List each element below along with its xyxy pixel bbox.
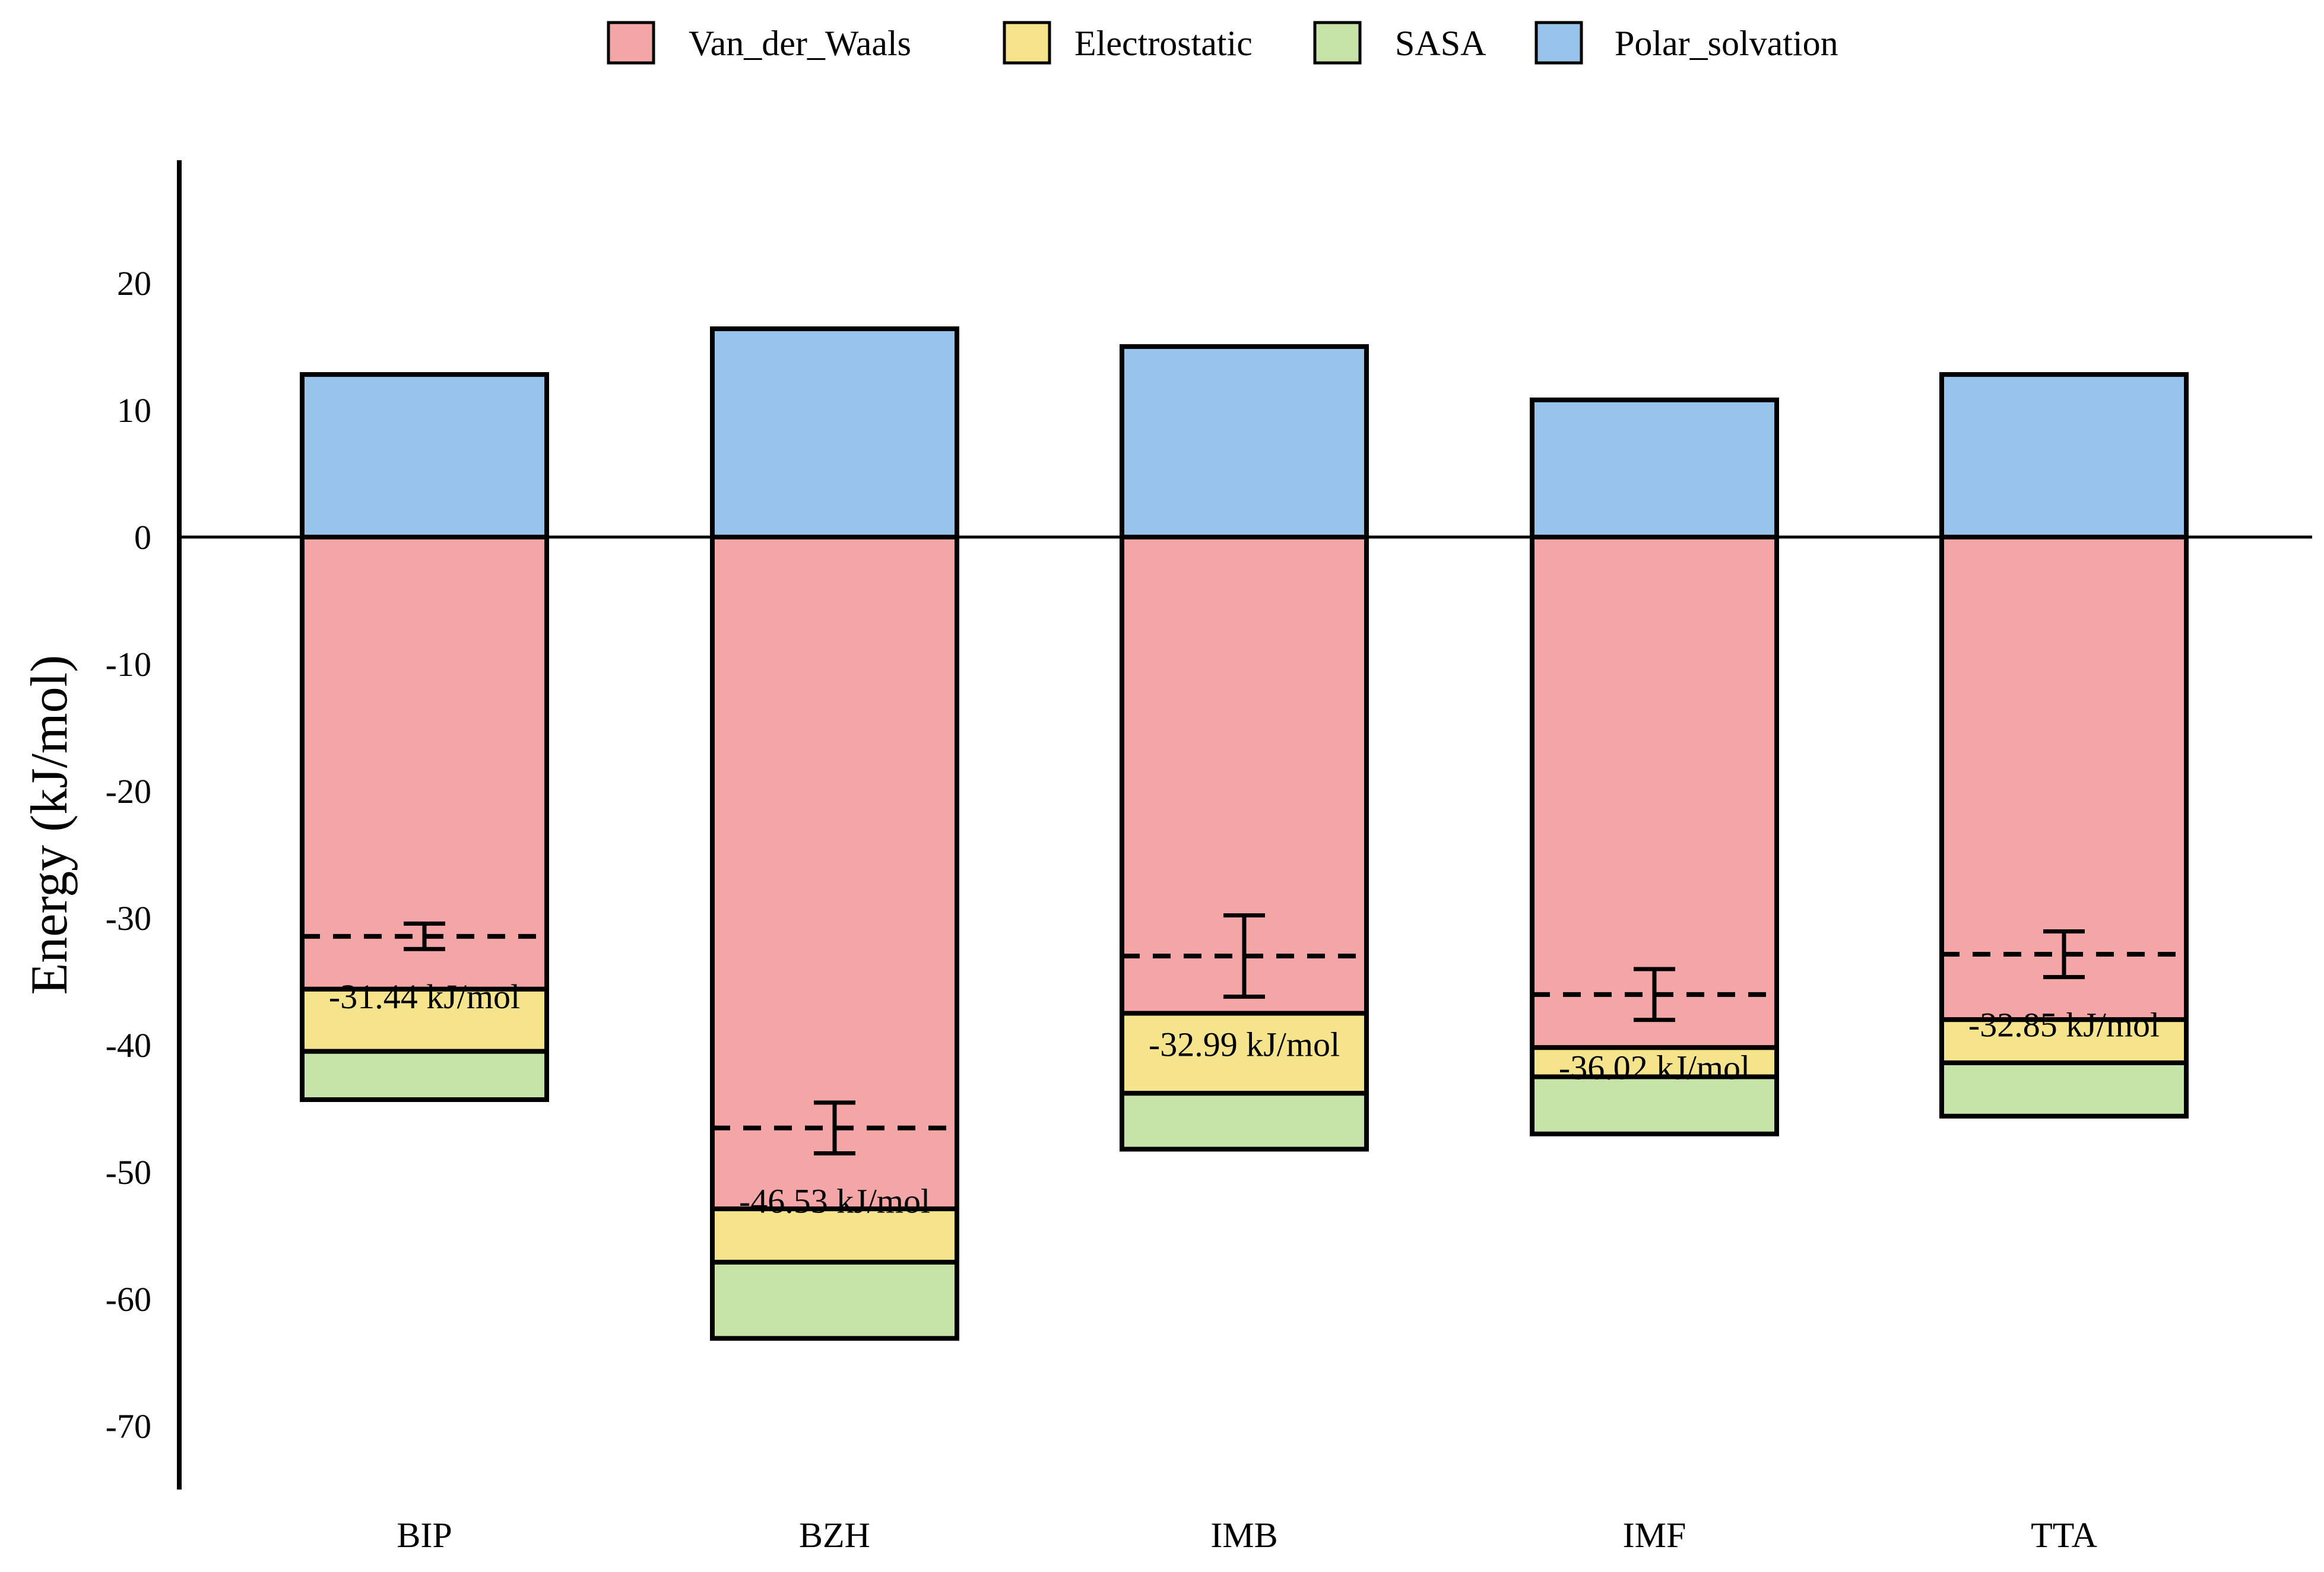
bar-imb-polar-solvation <box>1120 344 1369 539</box>
bar-bzh-sasa <box>710 1259 959 1341</box>
legend-swatch-polar-solvation <box>1534 21 1583 65</box>
y-tick-label: -40 <box>106 1026 151 1065</box>
total-label-tta: -32.85 kJ/mol <box>1968 1006 2160 1044</box>
y-tick-label: -10 <box>106 645 151 684</box>
legend-swatch-sasa <box>1313 21 1362 65</box>
bar-imf-sasa <box>1530 1074 1779 1136</box>
bar-imb-sasa <box>1120 1091 1369 1152</box>
legend-swatch-van-der-waals <box>607 21 655 65</box>
bar-imf-polar-solvation <box>1530 397 1779 539</box>
bar-bzh-van-der-waals <box>710 535 959 1212</box>
legend-label-van-der-waals: Van_der_Waals <box>689 24 911 63</box>
bar-tta-sasa <box>1939 1060 2189 1119</box>
x-tick-label-imf: IMF <box>1623 1516 1686 1555</box>
y-tick-label: 0 <box>134 518 151 557</box>
totals: -31.44 kJ/mol -46.53 kJ/mol -32.99 kJ/mol -… <box>302 913 2186 1221</box>
bar-imf-van-der-waals <box>1530 535 1779 1050</box>
legend-label-polar-solvation: Polar_solvation <box>1615 24 1838 63</box>
legend-swatch-electrostatic <box>1003 21 1051 65</box>
legend-label-electrostatic: Electrostatic <box>1074 24 1253 63</box>
y-tick-label: -70 <box>106 1407 151 1446</box>
y-tick-label: 10 <box>117 391 151 430</box>
legend-label-sasa: SASA <box>1395 24 1486 63</box>
bar-bip-sasa <box>300 1049 549 1103</box>
total-label-imf: -36.02 kJ/mol <box>1559 1049 1750 1087</box>
bar-bip-van-der-waals <box>300 535 549 992</box>
x-tick-label-imb: IMB <box>1210 1516 1277 1555</box>
total-label-bip: -31.44 kJ/mol <box>329 977 520 1016</box>
y-tick-label: -30 <box>106 899 151 938</box>
x-tick-label-tta: TTA <box>2031 1516 2097 1555</box>
y-tick-label: -60 <box>106 1280 151 1319</box>
y-tick-label: -20 <box>106 772 151 811</box>
y-tick-label: -50 <box>106 1153 151 1192</box>
bar-tta-electrostatic <box>1939 1017 2189 1065</box>
legend: Van_der_Waals Electrostatic SASA Polar_solv… <box>607 21 1838 65</box>
y-axis-label: Energy (kJ/mol) <box>21 655 78 995</box>
bar-tta-polar-solvation <box>1939 372 2189 540</box>
x-tick-label-bip: BIP <box>397 1516 452 1555</box>
total-label-bzh: -46.53 kJ/mol <box>739 1182 930 1221</box>
total-label-imb: -32.99 kJ/mol <box>1149 1025 1340 1063</box>
y-tick-label: 20 <box>117 264 151 303</box>
bar-bip-polar-solvation <box>300 372 549 540</box>
axes: 20 10 0 -10 -20 -30 -40 -50 -60 -70 BIP BZH IMB IMF TT… <box>21 160 2312 1555</box>
x-tick-label-bzh: BZH <box>799 1516 870 1555</box>
bars <box>300 326 2189 1341</box>
bar-bzh-polar-solvation <box>710 326 959 539</box>
